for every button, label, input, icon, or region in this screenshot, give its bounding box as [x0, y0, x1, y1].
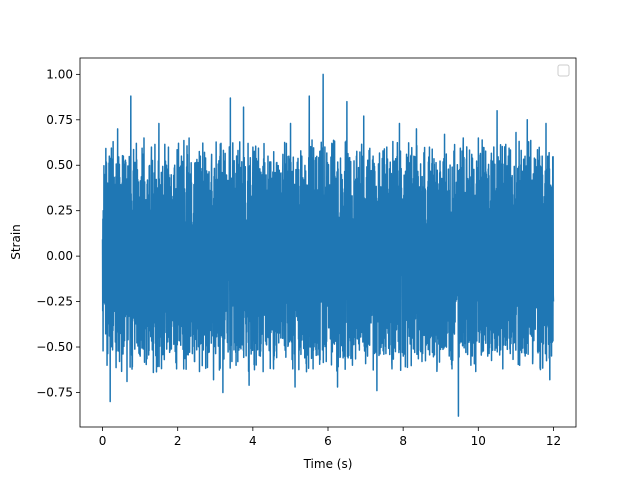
y-tick-label: −0.50 — [36, 340, 73, 354]
y-tick-label: 1.00 — [46, 67, 73, 81]
y-tick-label: −0.25 — [36, 295, 73, 309]
signal-layer — [101, 73, 555, 417]
ticks-layer: 0 2 4 6 8 10 12 −0.75 −0.50 −0.25 0.00 0.25 0.50 0.75… — [36, 67, 561, 448]
x-tick-label: 8 — [399, 434, 407, 448]
y-tick-label: −0.75 — [36, 385, 73, 399]
strain-series-line — [101, 73, 555, 417]
y-tick-label: 0.75 — [46, 113, 73, 127]
x-tick-label: 10 — [471, 434, 486, 448]
y-axis-label: Strain — [9, 224, 23, 260]
y-tick-label: 0.25 — [46, 204, 73, 218]
legend-box — [557, 64, 570, 77]
x-tick-label: 0 — [99, 434, 107, 448]
y-tick-label: 0.00 — [46, 249, 73, 263]
x-axis-label: Time (s) — [303, 457, 353, 471]
x-tick-label: 6 — [324, 434, 332, 448]
x-tick-label: 2 — [174, 434, 182, 448]
axes-frame — [79, 57, 577, 428]
y-tick-label: 0.50 — [46, 158, 73, 172]
x-tick-label: 4 — [249, 434, 257, 448]
x-tick-label: 12 — [546, 434, 561, 448]
